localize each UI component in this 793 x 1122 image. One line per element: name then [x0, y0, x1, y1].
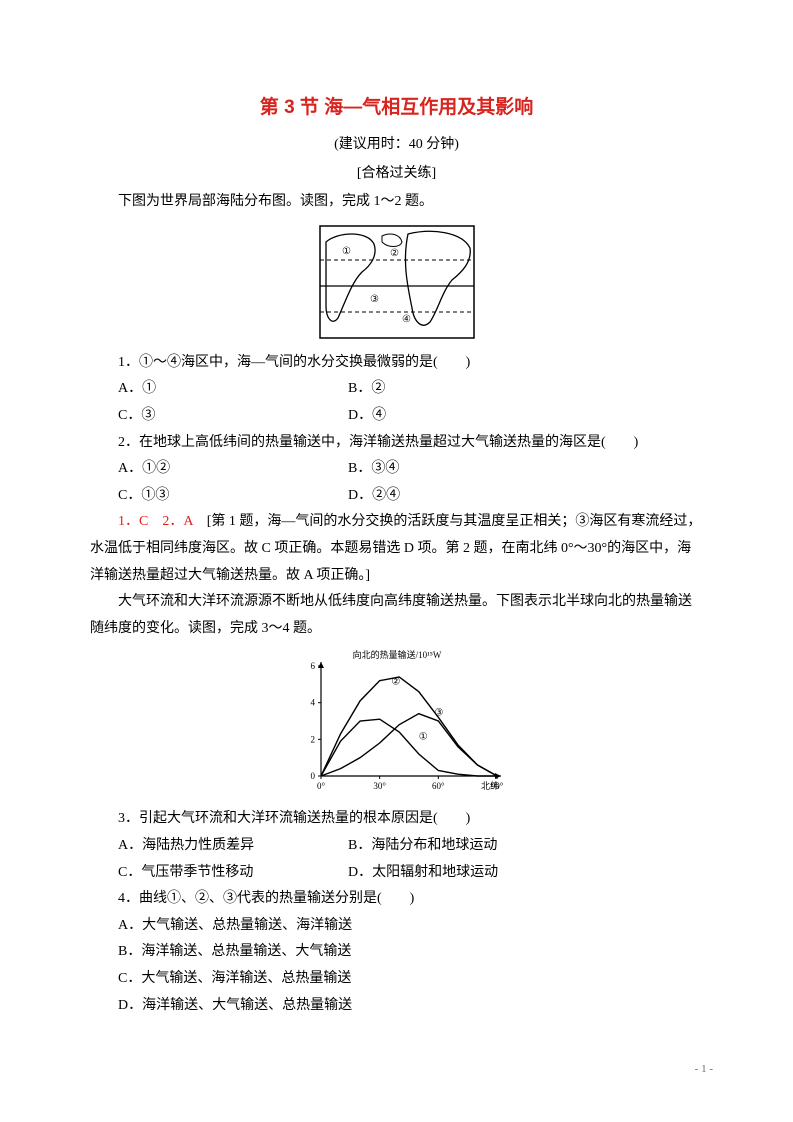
svg-text:0: 0	[310, 771, 315, 781]
q2-opt-d: D．②④	[348, 483, 578, 510]
figure-1-map: ① ② ③ ④	[90, 222, 703, 342]
intro-2: 大气环流和大洋环流源源不断地从低纬度向高纬度输送热量。下图表示北半球向北的热量输…	[90, 589, 703, 642]
svg-text:④: ④	[402, 314, 411, 325]
svg-text:60°: 60°	[432, 781, 445, 791]
question-4-stem: 4．曲线①、②、③代表的热量输送分别是( )	[90, 886, 703, 913]
svg-text:①: ①	[342, 246, 351, 257]
map-sketch-svg: ① ② ③ ④	[312, 222, 482, 342]
question-3-stem: 3．引起大气环流和大洋环流输送热量的根本原因是( )	[90, 806, 703, 833]
svg-text:6: 6	[310, 661, 315, 671]
page-title: 第 3 节 海—气相互作用及其影响	[90, 90, 703, 126]
q2-opt-b: B．③④	[348, 456, 578, 483]
section-label: [合格过关练]	[90, 161, 703, 188]
q4-opt-a: A．大气输送、总热量输送、海洋输送	[90, 913, 703, 940]
figure-2-chart: 向北的热量输送/10¹⁵W02460°30°60°90°北纬①②③	[90, 648, 703, 798]
q3-opt-a: A．海陆热力性质差异	[118, 833, 348, 860]
suggested-time: (建议用时：40 分钟)	[90, 132, 703, 159]
svg-text:②: ②	[391, 677, 400, 688]
q1-opt-b: B．②	[348, 376, 578, 403]
heat-transport-chart-svg: 向北的热量输送/10¹⁵W02460°30°60°90°北纬①②③	[287, 648, 507, 798]
svg-text:北纬: 北纬	[480, 780, 498, 791]
svg-text:4: 4	[310, 698, 315, 708]
q2-opt-a: A．①②	[118, 456, 348, 483]
q3-opt-c: C．气压带季节性移动	[118, 860, 348, 887]
q1-opt-a: A．①	[118, 376, 348, 403]
svg-text:向北的热量输送/10¹⁵W: 向北的热量输送/10¹⁵W	[352, 649, 441, 660]
question-3-options: A．海陆热力性质差异 B．海陆分布和地球运动	[90, 833, 703, 860]
question-3-options-row2: C．气压带季节性移动 D．太阳辐射和地球运动	[90, 860, 703, 887]
svg-text:2: 2	[310, 735, 315, 745]
svg-text:②: ②	[390, 248, 399, 259]
question-2-options: A．①② B．③④	[90, 456, 703, 483]
q1-opt-d: D．④	[348, 403, 578, 430]
q2-opt-c: C．①③	[118, 483, 348, 510]
q4-opt-d: D．海洋输送、大气输送、总热量输送	[90, 993, 703, 1020]
page-number: - 1 -	[695, 1059, 713, 1080]
svg-text:30°: 30°	[373, 781, 386, 791]
svg-text:0°: 0°	[316, 781, 325, 791]
question-1-options-row2: C．③ D．④	[90, 403, 703, 430]
svg-text:①: ①	[418, 732, 427, 743]
svg-text:③: ③	[434, 708, 443, 719]
q4-opt-b: B．海洋输送、总热量输送、大气输送	[90, 939, 703, 966]
answer-1-2: 1．C 2．A [第 1 题，海—气间的水分交换的活跃度与其温度呈正相关；③海区…	[90, 509, 703, 589]
svg-text:③: ③	[370, 294, 379, 305]
question-2-stem: 2．在地球上高低纬间的热量输送中，海洋输送热量超过大气输送热量的海区是( )	[90, 430, 703, 457]
q3-opt-d: D．太阳辐射和地球运动	[348, 860, 578, 887]
q3-opt-b: B．海陆分布和地球运动	[348, 833, 578, 860]
q1-opt-c: C．③	[118, 403, 348, 430]
answer-1-2-key: 1．C 2．A	[118, 514, 207, 529]
question-1-options: A．① B．②	[90, 376, 703, 403]
question-1-stem: 1．①～④海区中，海—气间的水分交换最微弱的是( )	[90, 350, 703, 377]
q4-opt-c: C．大气输送、海洋输送、总热量输送	[90, 966, 703, 993]
question-2-options-row2: C．①③ D．②④	[90, 483, 703, 510]
intro-1: 下图为世界局部海陆分布图。读图，完成 1～2 题。	[90, 189, 703, 216]
